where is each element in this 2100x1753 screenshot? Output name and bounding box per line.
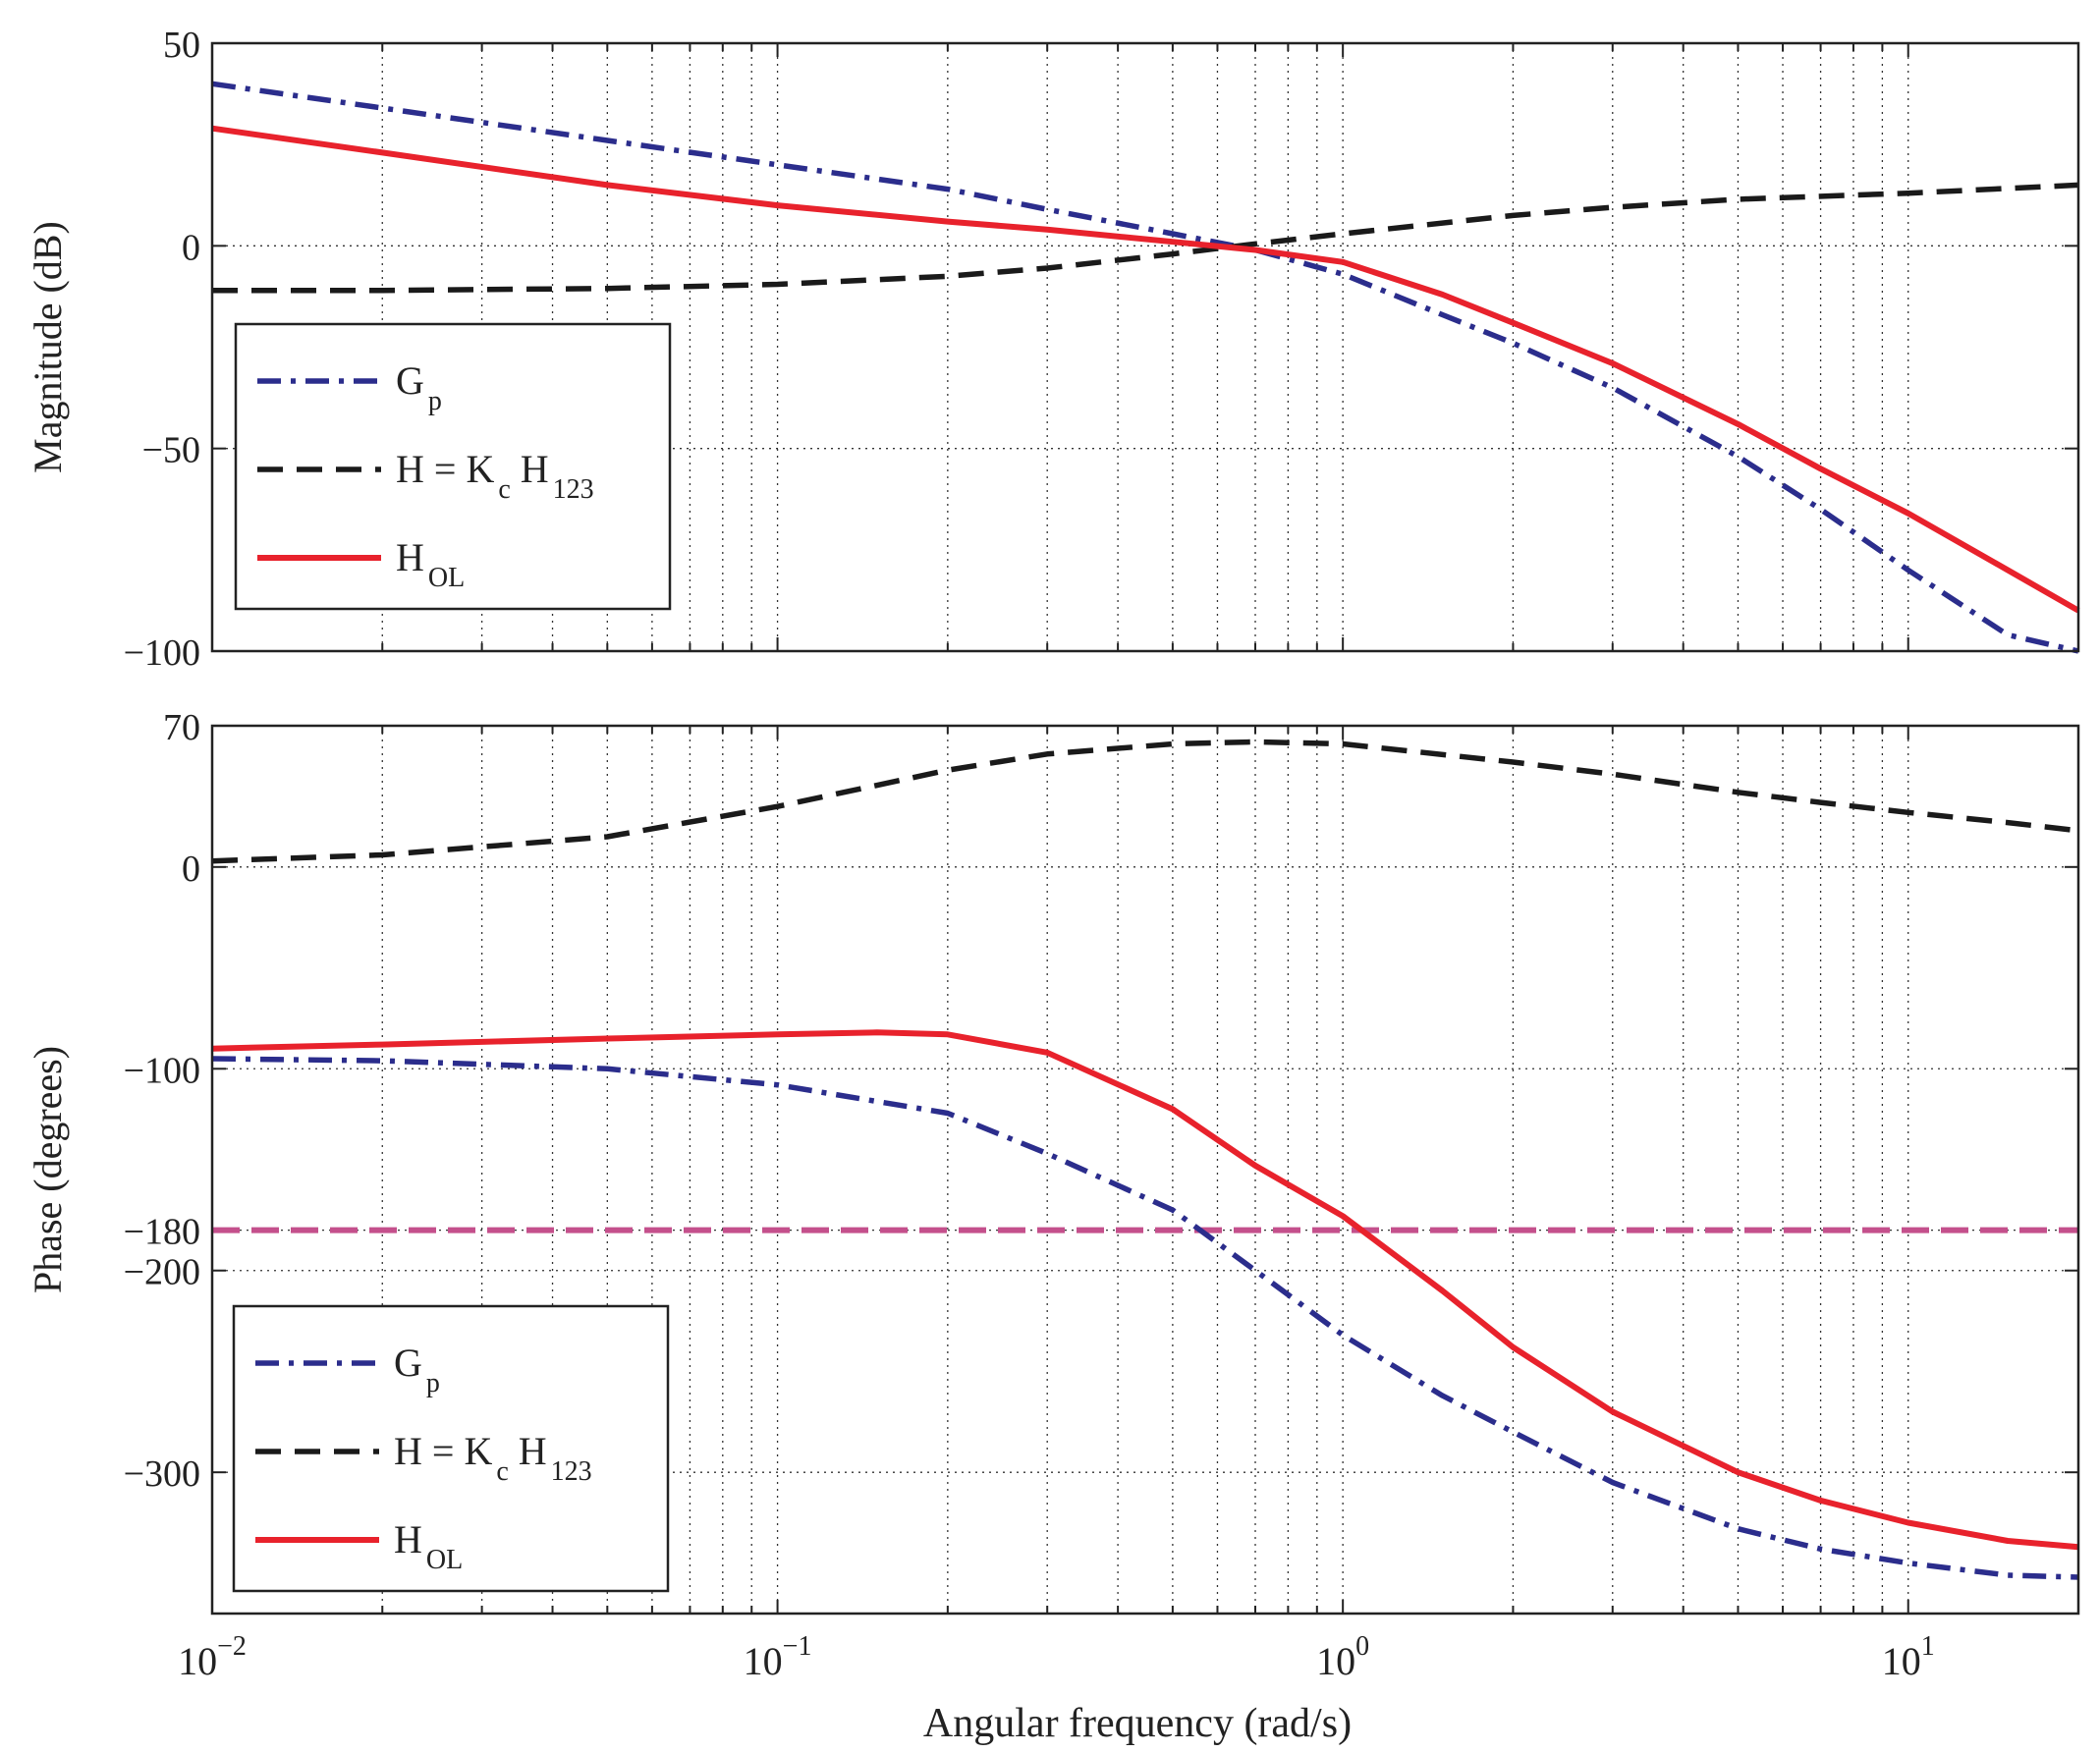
x-axis-label: Angular frequency (rad/s)	[923, 1701, 1352, 1746]
y-ticks: 70 0 −100 −180−200 −300	[124, 707, 2079, 1614]
legend-box	[232, 1304, 670, 1593]
axes-frame	[210, 41, 2080, 653]
y-tick-label: −100	[124, 632, 200, 674]
y-tick-label: −180	[124, 1212, 200, 1253]
x-tick-label: 101	[1882, 1631, 1935, 1683]
axes-frame	[210, 724, 2080, 1616]
series-line-hol	[211, 1029, 2079, 1551]
series-line-h-kc-h123	[211, 739, 2079, 864]
y-tick-label: 50	[163, 25, 200, 66]
x-axis: 10−2 10−1 100 101 Angular frequency (rad/s)	[178, 1631, 1935, 1746]
phase-plot: 70 0 −100 −180−200 −300 Phase (degrees) G p H = …	[26, 707, 2080, 1616]
x-tick-label: 100	[1316, 1631, 1369, 1683]
y-tick-label: −50	[142, 430, 200, 471]
y-tick-label: 0	[182, 849, 200, 890]
y-axis-label: Phase (degrees)	[26, 1046, 70, 1293]
legend-label: H OL	[394, 1517, 463, 1575]
y-ticks: 50 0 −50 −100	[124, 25, 2079, 674]
x-tick-label: 10−2	[178, 1631, 247, 1683]
y-tick-label: 0	[182, 227, 200, 268]
legend-box	[234, 322, 672, 611]
y-tick-label: −100	[124, 1050, 200, 1091]
series-line-h-kc-h123	[212, 182, 2079, 294]
y-axis-label: Magnitude (dB)	[26, 221, 70, 473]
y-tick-label: 70	[163, 707, 200, 748]
y-tick-label: −300	[124, 1453, 200, 1495]
y-tick-label: −200	[124, 1252, 200, 1293]
series-line-gp	[211, 1056, 2079, 1580]
x-tick-label: 10−1	[744, 1631, 812, 1683]
legend-label: H OL	[396, 535, 465, 593]
series-line-hol	[211, 125, 2080, 614]
